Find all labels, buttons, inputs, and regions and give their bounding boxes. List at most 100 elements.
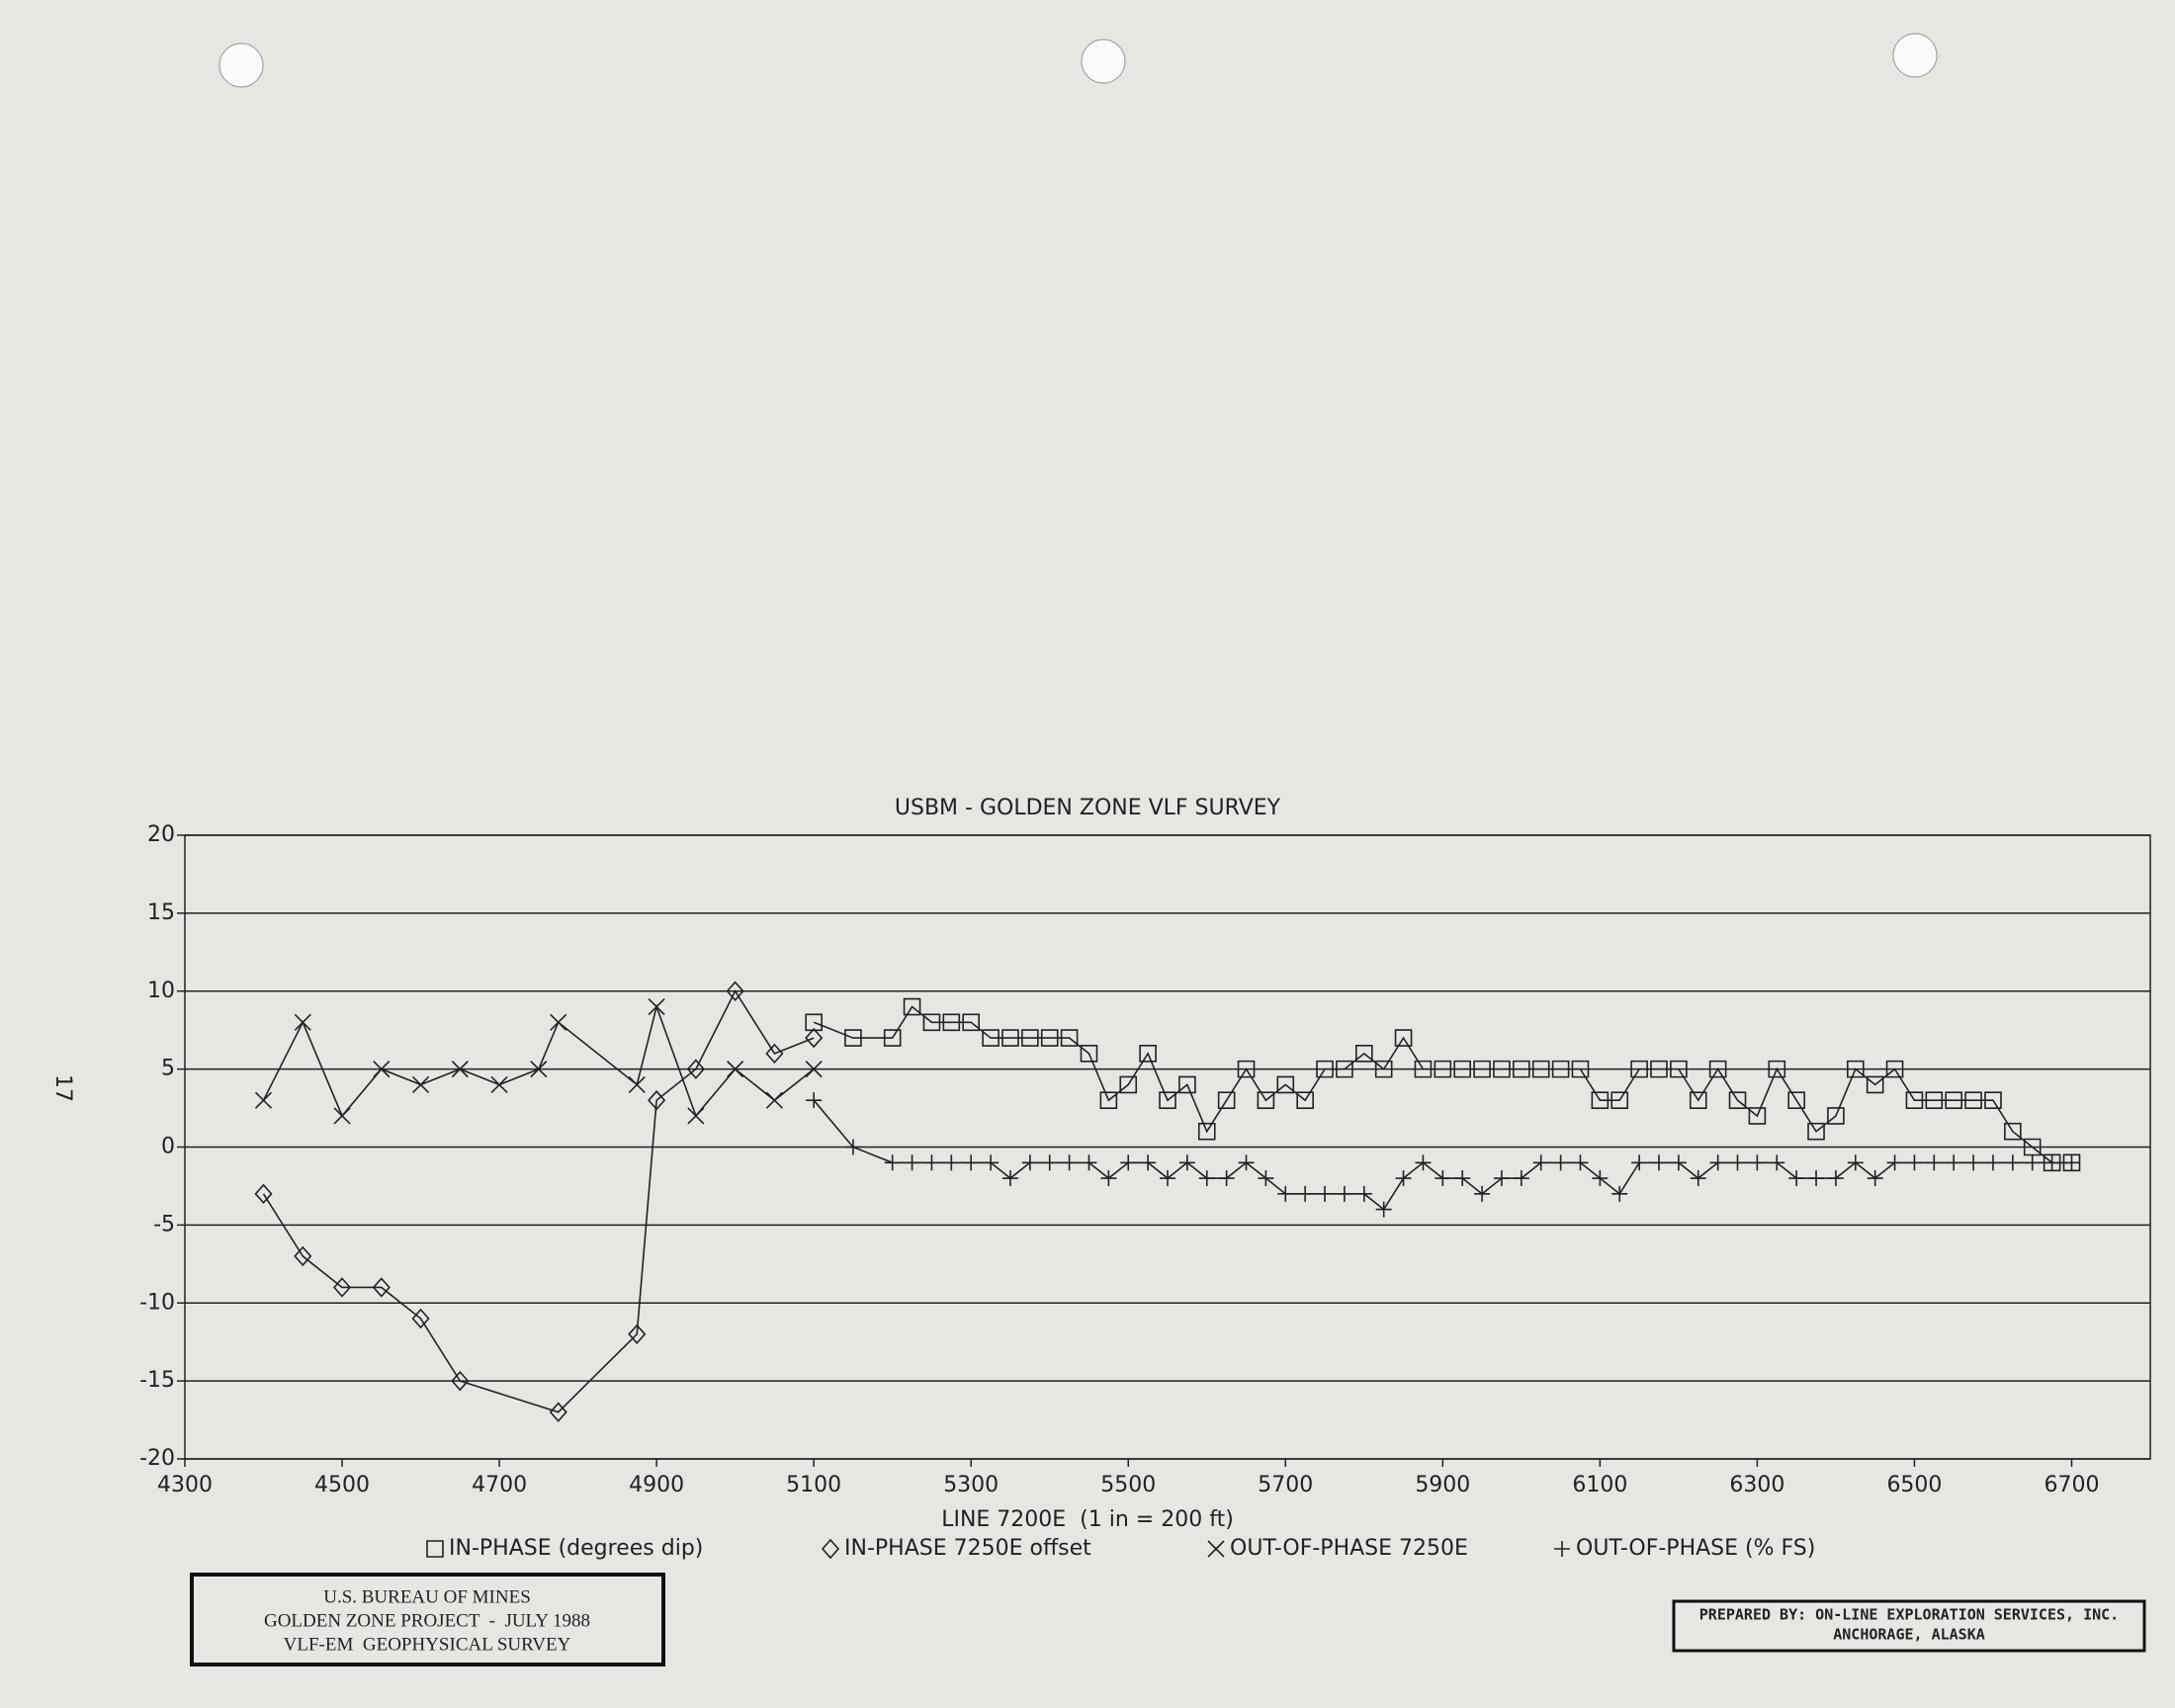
marker bbox=[1257, 1091, 1275, 1109]
marker bbox=[1906, 1154, 1923, 1171]
marker bbox=[1120, 1154, 1137, 1171]
marker bbox=[943, 1154, 960, 1171]
marker bbox=[1001, 1029, 1019, 1047]
y-tick-label: -15 bbox=[139, 1368, 175, 1393]
marker bbox=[1374, 1060, 1393, 1078]
marker bbox=[1984, 1154, 2001, 1171]
marker bbox=[1061, 1154, 1078, 1171]
marker bbox=[628, 1324, 647, 1345]
marker bbox=[1395, 1170, 1412, 1187]
x-tick-label: 5100 bbox=[786, 1473, 841, 1497]
marker bbox=[962, 1013, 980, 1032]
marker bbox=[1670, 1154, 1687, 1171]
x-tick-label: 4300 bbox=[157, 1473, 213, 1497]
title-box bbox=[190, 1573, 665, 1666]
marker bbox=[765, 1043, 784, 1065]
marker bbox=[294, 1013, 311, 1031]
marker bbox=[1178, 1075, 1196, 1094]
marker bbox=[2004, 1154, 2021, 1171]
x-tick-label: 5900 bbox=[1415, 1473, 1470, 1497]
marker bbox=[1317, 1185, 1334, 1202]
x-axis-label: LINE 7200E (1 in = 200 ft) bbox=[941, 1507, 1234, 1532]
marker bbox=[805, 1027, 824, 1049]
marker bbox=[727, 1061, 744, 1078]
marker bbox=[1964, 1091, 1982, 1109]
marker bbox=[1316, 1060, 1334, 1078]
marker bbox=[1965, 1154, 1982, 1171]
y-tick-label: 5 bbox=[161, 1057, 175, 1081]
marker bbox=[451, 1061, 469, 1078]
marker bbox=[2024, 1154, 2041, 1171]
marker bbox=[1552, 1154, 1569, 1171]
legend-marker bbox=[426, 1540, 444, 1558]
x-tick-label: 6700 bbox=[2044, 1473, 2099, 1497]
marker bbox=[844, 1139, 861, 1155]
marker bbox=[1277, 1185, 1294, 1202]
x-tick-label: 5500 bbox=[1100, 1473, 1156, 1497]
marker bbox=[904, 1154, 920, 1171]
page-number: 17 bbox=[50, 1074, 75, 1102]
x-tick-label: 6100 bbox=[1572, 1473, 1627, 1497]
marker bbox=[1001, 1170, 1018, 1187]
marker bbox=[1728, 1091, 1747, 1109]
marker bbox=[530, 1061, 548, 1078]
marker bbox=[1140, 1154, 1157, 1171]
marker bbox=[1296, 1091, 1314, 1109]
marker bbox=[1415, 1154, 1432, 1171]
marker bbox=[1434, 1060, 1452, 1078]
x-tick-label: 6500 bbox=[1886, 1473, 1942, 1497]
marker bbox=[372, 1277, 391, 1298]
marker bbox=[1946, 1154, 1962, 1171]
marker bbox=[963, 1154, 980, 1171]
marker bbox=[1375, 1201, 1392, 1218]
marker bbox=[1592, 1170, 1609, 1187]
marker bbox=[628, 1075, 646, 1093]
marker bbox=[1160, 1170, 1175, 1187]
marker bbox=[1041, 1154, 1058, 1171]
y-tick-label: 0 bbox=[161, 1135, 175, 1159]
marker bbox=[1493, 1170, 1510, 1187]
marker bbox=[1650, 1060, 1668, 1078]
punch-hole bbox=[1892, 33, 1938, 78]
marker bbox=[1159, 1091, 1176, 1109]
y-tick-label: -10 bbox=[139, 1290, 175, 1315]
marker bbox=[1788, 1170, 1805, 1187]
series-line bbox=[813, 1005, 2072, 1164]
x-tick-label: 6300 bbox=[1729, 1473, 1784, 1497]
marker bbox=[1769, 1154, 1785, 1171]
x-tick-label: 4900 bbox=[629, 1473, 684, 1497]
y-tick-label: 10 bbox=[147, 979, 175, 1003]
marker bbox=[1336, 1060, 1353, 1078]
x-tick-label: 4500 bbox=[314, 1473, 370, 1497]
marker bbox=[1493, 1060, 1511, 1078]
marker bbox=[1218, 1170, 1235, 1187]
legend-marker bbox=[1207, 1540, 1225, 1558]
marker bbox=[332, 1277, 352, 1298]
marker bbox=[1827, 1107, 1845, 1125]
marker bbox=[1748, 1107, 1767, 1125]
marker bbox=[1531, 1060, 1550, 1078]
credit-box bbox=[1672, 1599, 2146, 1653]
marker bbox=[1651, 1154, 1667, 1171]
marker bbox=[1867, 1170, 1883, 1187]
marker bbox=[2004, 1122, 2022, 1141]
marker bbox=[903, 997, 921, 1016]
marker bbox=[1610, 1091, 1629, 1109]
marker bbox=[883, 1029, 902, 1047]
marker bbox=[333, 1107, 351, 1125]
marker bbox=[1237, 1060, 1256, 1078]
footer-right-line: ANCHORAGE, ALASKA bbox=[1833, 1626, 1985, 1644]
legend-marker bbox=[1554, 1541, 1570, 1557]
legend-label: IN-PHASE (degrees dip) bbox=[449, 1536, 703, 1561]
marker bbox=[1768, 1060, 1786, 1078]
marker bbox=[1866, 1075, 1884, 1094]
marker bbox=[1945, 1091, 1962, 1109]
marker bbox=[1435, 1170, 1451, 1187]
marker bbox=[411, 1075, 430, 1093]
marker bbox=[1081, 1154, 1097, 1171]
marker bbox=[1611, 1185, 1628, 1202]
marker bbox=[550, 1013, 567, 1031]
marker bbox=[805, 1013, 823, 1032]
marker bbox=[726, 981, 744, 1001]
